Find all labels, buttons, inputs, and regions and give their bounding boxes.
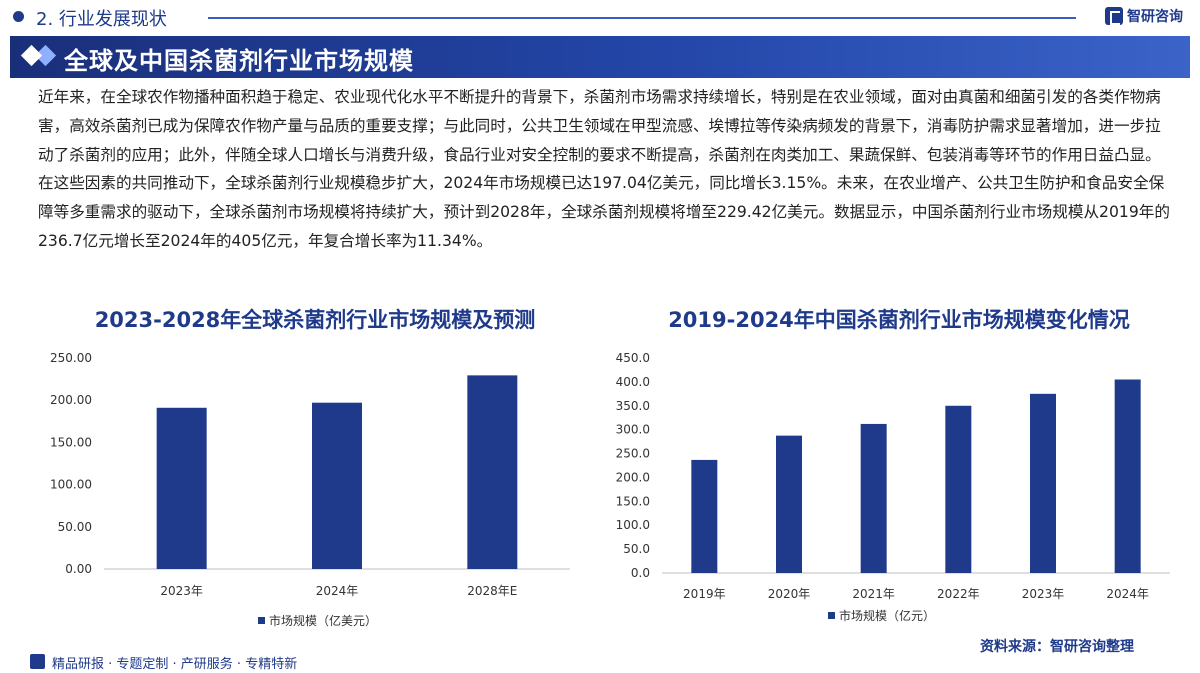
section-label: 2. 行业发展现状: [36, 9, 167, 30]
bar: [1114, 379, 1141, 573]
x-tick-label: 2028年E: [467, 584, 517, 598]
y-tick-label: 450.0: [616, 351, 650, 365]
bar: [691, 459, 718, 573]
section-bullet-icon: [13, 11, 24, 22]
bar: [945, 405, 972, 573]
y-tick-label: 150.00: [50, 435, 92, 449]
brand-logo-icon: [1105, 7, 1123, 25]
legend-swatch: [828, 612, 835, 619]
y-tick-label: 0.0: [631, 566, 650, 580]
brand-name: 智研咨询: [1127, 9, 1183, 25]
chart-title-china: 2019-2024年中国杀菌剂行业市场规模变化情况: [668, 308, 1130, 332]
legend-swatch: [258, 617, 265, 624]
brand-logo: 智研咨询: [1105, 6, 1183, 26]
x-tick-label: 2024年: [1106, 587, 1149, 601]
y-tick-label: 350.0: [616, 399, 650, 413]
bar: [1030, 393, 1056, 573]
global-market-chart: 0.00 50.00 100.00 150.00 200.00 250.00 2023年 20…: [50, 351, 570, 628]
header-divider: [208, 17, 1076, 19]
china-market-chart: 0.0 50.0 100.0 150.0 200.0 250.0 300.0 350.0 400…: [616, 351, 1170, 623]
page-title: 全球及中国杀菌剂行业市场规模: [64, 47, 414, 75]
source-note: 资料来源：智研咨询整理: [980, 639, 1134, 655]
bar: [156, 407, 207, 569]
y-tick-label: 250.00: [50, 351, 92, 365]
y-tick-label: 200.00: [50, 393, 92, 407]
y-tick-label: 200.0: [616, 470, 650, 484]
y-tick-label: 50.0: [623, 542, 650, 556]
bar: [776, 435, 802, 573]
bar: [312, 402, 362, 569]
footer: 精品研报 · 专题定制 · 产研服务 · 专精特新: [0, 651, 1200, 673]
y-tick-label: 50.00: [58, 520, 92, 534]
chart-title-global: 2023-2028年全球杀菌剂行业市场规模及预测: [94, 308, 536, 332]
x-tick-label: 2020年: [768, 587, 811, 601]
x-tick-label: 2022年: [937, 587, 980, 601]
diamond-icon: [20, 44, 43, 67]
y-tick-label: 100.00: [50, 478, 92, 492]
x-tick-label: 2019年: [683, 587, 726, 601]
title-banner: 全球及中国杀菌剂行业市场规模: [10, 36, 1190, 78]
x-tick-label: 2021年: [852, 587, 895, 601]
bar: [860, 423, 887, 573]
legend-label: 市场规模（亿元）: [839, 608, 935, 623]
x-tick-label: 2023年: [1022, 587, 1065, 601]
y-tick-label: 250.0: [616, 447, 650, 461]
y-tick-label: 0.00: [65, 562, 92, 576]
footer-logo-icon: [30, 654, 45, 669]
y-tick-label: 400.0: [616, 375, 650, 389]
top-bar: 2. 行业发展现状 智研咨询: [0, 0, 1200, 34]
legend-label: 市场规模（亿美元）: [269, 613, 377, 628]
bar: [467, 375, 518, 569]
y-tick-label: 300.0: [616, 423, 650, 437]
intro-paragraph: 近年来，在全球农作物播种面积趋于稳定、农业现代化水平不断提升的背景下，杀菌剂市场…: [38, 88, 1170, 250]
x-tick-label: 2024年: [316, 584, 359, 598]
y-tick-label: 100.0: [616, 518, 650, 532]
y-tick-label: 150.0: [616, 494, 650, 508]
footer-text: 精品研报 · 专题定制 · 产研服务 · 专精特新: [52, 657, 298, 672]
x-tick-label: 2023年: [160, 584, 203, 598]
